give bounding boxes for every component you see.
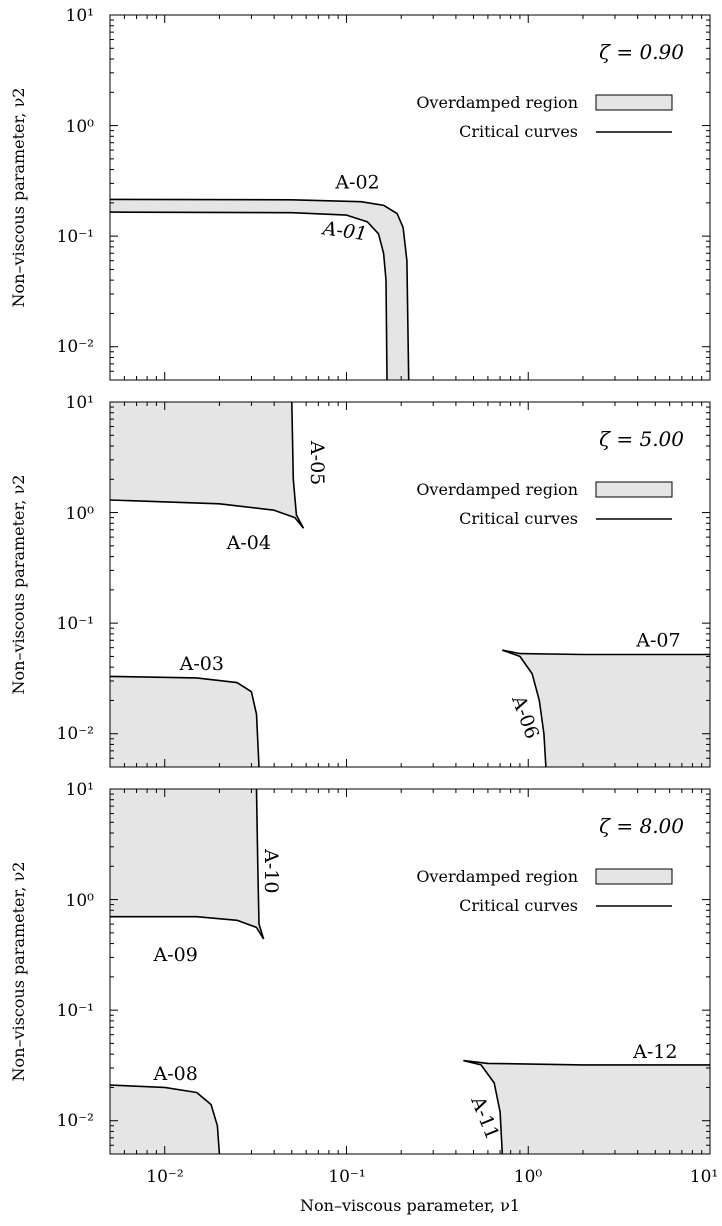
critical-curve-A-04 [110,499,305,529]
axes-frame-3 [109,788,711,1155]
zeta-label-3: ζ = 8.00 [599,814,684,838]
ytick-label-10^1: 10¹ [66,780,94,800]
curve-label-A-04: A-04 [226,532,271,554]
fill-layer-3 [110,789,710,1154]
xtick-label-10^-2: 10⁻² [146,1167,183,1187]
ylabel-2: Non–viscous parameter, ν2 [9,475,28,695]
curve-label-A-01: A-01 [320,217,369,245]
ytick-label-10^0: 10⁰ [66,117,95,137]
critical-curve-A-08 [110,1084,221,1154]
critical-curve-A-10 [255,789,265,940]
ticks-2 [109,401,711,768]
overdamped-region-3-3 [463,1060,710,1154]
legend-3: Overdamped region Critical curves [416,867,673,915]
panel-2: A-03 A-04 A-05 A-06 A-07 Non–viscous paramet… [9,393,711,768]
overdamped-region-3-1 [110,789,264,939]
curve-label-A-12: A-12 [632,1041,677,1063]
critical-curve-A-01 [110,211,388,380]
overdamped-region-2-3 [502,650,710,767]
curve-label-A-03: A-03 [179,653,224,675]
curve-label-A-02: A-02 [334,171,379,193]
curve-label-A-07: A-07 [635,630,680,652]
curve-label-A-09: A-09 [153,944,198,966]
ytick-label-10^-2: 10⁻² [57,1111,94,1131]
overdamped-region-2-1 [110,402,304,529]
legend-curves-label: Critical curves [459,122,578,141]
xlabel: Non–viscous parameter, ν1 [300,1196,520,1215]
ytick-label-10^-1: 10⁻¹ [57,1001,94,1021]
legend-2: Overdamped region Critical curves [416,480,673,528]
ytick-label-10^-1: 10⁻¹ [57,227,94,247]
curve-layer-2 [110,402,710,767]
fill-layer-2 [110,402,710,767]
zeta-label-1: ζ = 0.90 [599,40,684,64]
x-axis-labels: 10⁻² 10⁻¹ 10⁰ 10¹ Non–viscous parameter,… [146,1167,718,1215]
axes-frame-1 [109,14,711,381]
curve-layer-1 [110,198,410,380]
legend-region-swatch [595,868,673,885]
curve-labels-1: A-01 A-02 [320,171,380,245]
curve-label-A-05: A-05 [306,440,328,485]
ytick-label-10^1: 10¹ [66,6,94,26]
critical-curve-A-12 [463,1059,710,1066]
fill-layer-1 [110,199,409,380]
ytick-label-10^-1: 10⁻¹ [57,614,94,634]
overdamped-region-1-1 [110,199,409,380]
legend-region-swatch [595,94,673,111]
legend-region-label: Overdamped region [416,93,578,112]
critical-curve-A-11 [463,1059,504,1154]
ytick-label-10^1: 10¹ [66,393,94,413]
ytick-label-10^0: 10⁰ [66,891,95,911]
panel-1: A-01 A-02 Non–viscous parameter, ν2 10¹ 1… [9,6,711,381]
legend-curves-label: Critical curves [459,509,578,528]
ylabel-1: Non–viscous parameter, ν2 [9,88,28,308]
curve-label-A-10: A-10 [260,848,282,893]
ytick-label-10^-2: 10⁻² [57,337,94,357]
critical-curve-A-03 [110,675,260,767]
ticks-1 [109,14,711,381]
zeta-label-2: ζ = 5.00 [599,427,684,451]
critical-curve-A-02 [110,198,410,380]
xtick-label-10^0: 10⁰ [514,1167,543,1187]
legend-1: Overdamped region Critical curves [416,93,673,141]
plot-area-2 [110,402,710,767]
panel-3: A-08A-09A-10A-11A-12 Non–viscous paramet… [9,780,711,1155]
ytick-label-10^-2: 10⁻² [57,724,94,744]
xtick-label-10^1: 10¹ [690,1167,718,1187]
overdamped-region-2-2 [110,676,259,767]
curve-label-A-08: A-08 [153,1063,198,1085]
ticks-3 [109,788,711,1155]
overdamped-region-3-2 [110,1085,220,1154]
plot-area-1 [110,198,410,380]
curve-layer-3 [110,789,710,1154]
curve-label-A-06: A-06 [507,692,543,742]
critical-curve-A-09 [110,915,265,940]
ylabel-3: Non–viscous parameter, ν2 [9,862,28,1082]
plot-area-3 [110,789,710,1154]
ytick-label-10^0: 10⁰ [66,504,95,524]
critical-curve-A-05 [291,402,305,529]
curve-labels-2: A-03 A-04 A-05 A-06 A-07 [179,440,681,742]
xtick-label-10^-1: 10⁻¹ [328,1167,365,1187]
axes-frame-2 [109,401,711,768]
critical-curve-A-06 [502,649,547,767]
legend-region-swatch [595,481,673,498]
curve-labels-3: A-08A-09A-10A-11A-12 [153,848,678,1143]
legend-region-label: Overdamped region [416,480,578,499]
critical-curve-A-07 [502,649,710,656]
legend-curves-label: Critical curves [459,896,578,915]
legend-region-label: Overdamped region [416,867,578,886]
